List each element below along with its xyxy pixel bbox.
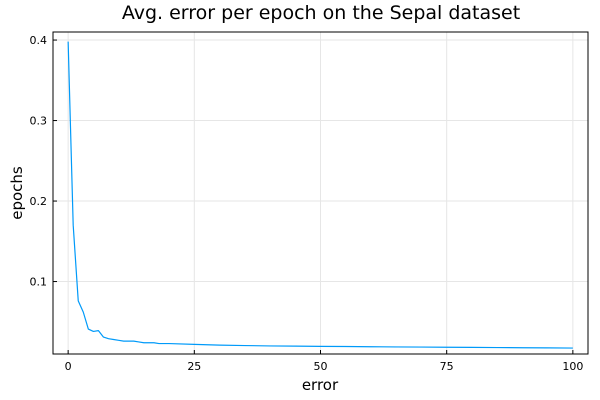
series-line: [67, 41, 573, 349]
series-group: [67, 41, 573, 349]
x-tick-label: 0: [65, 360, 72, 373]
y-tick-label: 0.4: [30, 34, 48, 47]
y-tick-label: 0.2: [30, 195, 48, 208]
chart-title: Avg. error per epoch on the Sepal datase…: [122, 2, 520, 24]
x-tick-label: 50: [314, 360, 328, 373]
x-tick-label: 75: [440, 360, 454, 373]
axis-ticks: 0 25 50 75 100 0.1 0.2 0.3 0.4: [30, 34, 584, 373]
y-tick-label: 0.3: [30, 115, 48, 128]
x-tick-label: 100: [562, 360, 583, 373]
grid: [53, 32, 588, 354]
x-axis-label: error: [302, 376, 339, 394]
y-tick-label: 0.1: [30, 276, 48, 289]
y-axis-label: epochs: [8, 166, 26, 220]
x-tick-label: 25: [187, 360, 201, 373]
